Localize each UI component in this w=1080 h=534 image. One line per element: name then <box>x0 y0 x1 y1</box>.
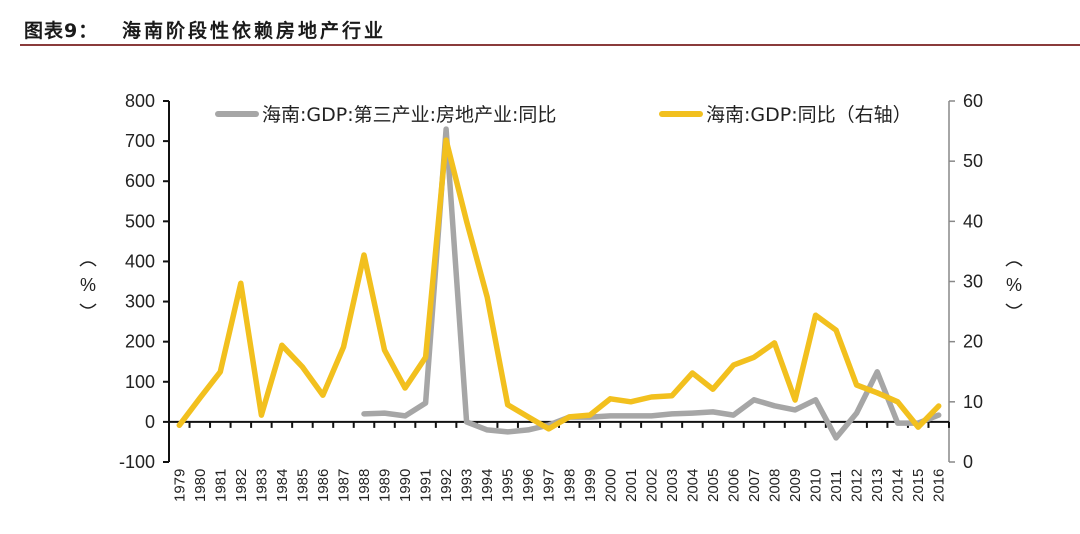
left-tick-label: 800 <box>125 91 155 111</box>
x-tick-label: 1982 <box>233 469 250 502</box>
left-tick-label: 200 <box>125 332 155 352</box>
x-tick-label: 2013 <box>869 469 886 502</box>
x-tick-label: 2015 <box>910 469 927 502</box>
x-tick-label: 1990 <box>397 469 414 502</box>
series-line <box>361 126 942 441</box>
axis-unit-label: % <box>80 275 96 295</box>
axis-unit-label: % <box>1006 275 1022 295</box>
x-tick-label: 1985 <box>294 469 311 502</box>
x-tick-label: 1992 <box>438 469 455 502</box>
x-tick-label: 2002 <box>643 469 660 502</box>
left-tick-label: 500 <box>125 211 155 231</box>
x-tick-label: 2009 <box>787 469 804 502</box>
right-tick-label: 10 <box>963 392 983 412</box>
right-tick-label: 40 <box>963 211 983 231</box>
x-tick-label: 2016 <box>931 469 948 502</box>
x-tick-label: 1980 <box>192 469 209 502</box>
x-tick-label: 2001 <box>623 469 640 502</box>
x-tick-label: 1997 <box>541 469 558 502</box>
series-line <box>176 137 942 432</box>
x-tick-label: 1994 <box>479 469 496 502</box>
axis-units: %% <box>79 261 1023 309</box>
x-tick-label: 2003 <box>664 469 681 502</box>
x-tick-label: 2000 <box>602 469 619 502</box>
x-tick-label: 1983 <box>253 469 270 502</box>
x-tick-label: 1979 <box>171 469 188 502</box>
x-tick-label: 2007 <box>746 469 763 502</box>
x-tick-label: 2004 <box>684 469 701 502</box>
x-tick-label: 2008 <box>767 469 784 502</box>
x-tick-label: 1999 <box>582 469 599 502</box>
header-divider <box>20 44 1080 46</box>
right-tick-label: 60 <box>963 91 983 111</box>
x-tick-label: 1996 <box>520 469 537 502</box>
x-tick-label: 2014 <box>890 469 907 502</box>
figure-number: 图表9： <box>24 20 99 42</box>
x-tick-label: 1991 <box>418 469 435 502</box>
x-tick-label: 1989 <box>377 469 394 502</box>
right-y-axis: 0 10 20 30 40 50 60 <box>948 91 983 472</box>
x-tick-label: 2005 <box>705 469 722 502</box>
x-tick-label: 1987 <box>335 469 352 502</box>
legend-label: 海南:GDP:第三产业:房地产业:同比 <box>262 104 556 126</box>
left-y-axis: -100 0 100 200 300 400 500 600 700 800 <box>119 91 170 472</box>
left-tick-label: 700 <box>125 131 155 151</box>
right-tick-label: 0 <box>963 452 973 472</box>
figure-title: 海南阶段性依赖房地产行业 <box>122 20 387 42</box>
left-tick-label: -100 <box>119 452 155 472</box>
x-tick-label: 1986 <box>315 469 332 502</box>
x-tick-label: 2006 <box>725 469 742 502</box>
x-tick-label: 2010 <box>808 469 825 502</box>
right-tick-label: 20 <box>963 332 983 352</box>
x-tick-label: 1984 <box>274 469 291 502</box>
left-tick-label: 400 <box>125 251 155 271</box>
x-tick-label: 1993 <box>459 469 476 502</box>
figure-header: 图表9： 海南阶段性依赖房地产行业 <box>20 14 1080 42</box>
right-tick-label: 30 <box>963 272 983 292</box>
x-tick-label: 1981 <box>212 469 229 502</box>
x-axis: 1979 1980 1981 1982 1983 1984 1985 1986 1987 1988… <box>168 420 950 502</box>
left-tick-label: 300 <box>125 292 155 312</box>
series-layer <box>176 126 942 441</box>
x-tick-label: 2011 <box>828 470 845 502</box>
left-tick-label: 100 <box>125 372 155 392</box>
x-tick-label: 1998 <box>561 469 578 502</box>
x-tick-label: 1995 <box>500 469 517 502</box>
left-tick-label: 600 <box>125 171 155 191</box>
x-tick-label: 1988 <box>356 469 373 502</box>
chart-legend: 海南:GDP:第三产业:房地产业:同比 海南:GDP:同比（右轴） <box>215 104 912 126</box>
left-tick-label: 0 <box>145 412 155 432</box>
right-tick-label: 50 <box>963 151 983 171</box>
legend-label: 海南:GDP:同比（右轴） <box>706 104 912 126</box>
x-tick-label: 2012 <box>849 469 866 502</box>
